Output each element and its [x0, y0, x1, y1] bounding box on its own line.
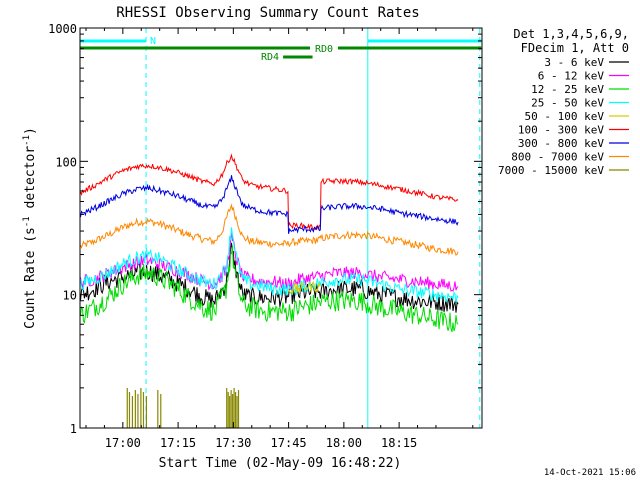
- y-label-sup-2: -1: [22, 135, 32, 146]
- top-markers: N RD0 RD4: [80, 36, 482, 63]
- y-axis: 1 10 100 1000: [48, 22, 482, 436]
- legend-label-6-12-kev: 6 - 12 keV: [538, 70, 605, 83]
- chart-title: RHESSI Observing Summary Count Rates: [116, 5, 419, 21]
- marker-lines: [145, 28, 481, 428]
- legend-header-0: Det 1,3,4,5,6,9,: [513, 27, 629, 41]
- y-tick-label-10: 10: [63, 289, 77, 303]
- rd0-label: RD0: [315, 44, 333, 55]
- y-label-part-3: ): [23, 127, 38, 135]
- y-label-part-2: detector: [23, 146, 38, 217]
- x-tick-label-17-30: 17:30: [215, 436, 251, 450]
- legend-label-800-7000-kev: 800 - 7000 keV: [511, 151, 604, 164]
- y-label-sup-1: -1: [22, 216, 32, 227]
- x-tick-label-17-00: 17:00: [105, 436, 141, 450]
- legend-label-25-50-kev: 25 - 50 keV: [531, 97, 604, 110]
- x-axis-label: Start Time (02-May-09 16:48:22): [159, 456, 402, 471]
- legend: Det 1,3,4,5,6,9,FDecim 1, Att 03 - 6 keV…: [498, 27, 629, 177]
- legend-label-100-300-kev: 100 - 300 keV: [518, 124, 604, 137]
- y-tick-label-1: 1: [70, 422, 77, 436]
- series-line-12-25-kev: [80, 245, 459, 333]
- x-tick-label-18-15: 18:15: [381, 436, 417, 450]
- rd4-label: RD4: [261, 52, 279, 63]
- y-axis-label: Count Rate (s-1 detector-1): [22, 127, 38, 329]
- legend-label-12-25-kev: 12 - 25 keV: [531, 83, 604, 96]
- y-label-part-1: Count Rate (s: [23, 227, 38, 329]
- series-line-100-300-kev: [80, 153, 459, 231]
- legend-label-3-6-kev: 3 - 6 keV: [544, 56, 604, 69]
- x-axis: 17:00 17:15 17:30 17:45 18:00 18:15: [85, 28, 474, 450]
- x-tick-label-17-45: 17:45: [271, 436, 307, 450]
- plot-frame: [79, 27, 483, 429]
- series-line-25-50-kev: [80, 227, 459, 304]
- footer-timestamp: 14-Oct-2021 15:06: [544, 468, 636, 478]
- legend-label-7000-15000-kev: 7000 - 15000 keV: [498, 164, 604, 177]
- series-layer: [80, 153, 459, 333]
- series-line-50-100-kev: [288, 280, 321, 295]
- x-tick-label-17-15: 17:15: [160, 436, 196, 450]
- y-tick-label-100: 100: [55, 155, 77, 169]
- rd0-label-bg: [310, 42, 338, 54]
- legend-header-1: FDecim 1, Att 0: [521, 41, 629, 55]
- series-line-800-7000-kev: [80, 203, 459, 256]
- spike-series-7000-15000: [126, 388, 240, 428]
- legend-label-50-100-kev: 50 - 100 keV: [525, 110, 605, 123]
- x-tick-label-18-00: 18:00: [326, 436, 362, 450]
- series-line-300-800-kev: [80, 175, 459, 234]
- night-label: N: [150, 36, 156, 47]
- legend-label-300-800-kev: 300 - 800 keV: [518, 137, 604, 150]
- y-tick-label-1000: 1000: [48, 22, 77, 36]
